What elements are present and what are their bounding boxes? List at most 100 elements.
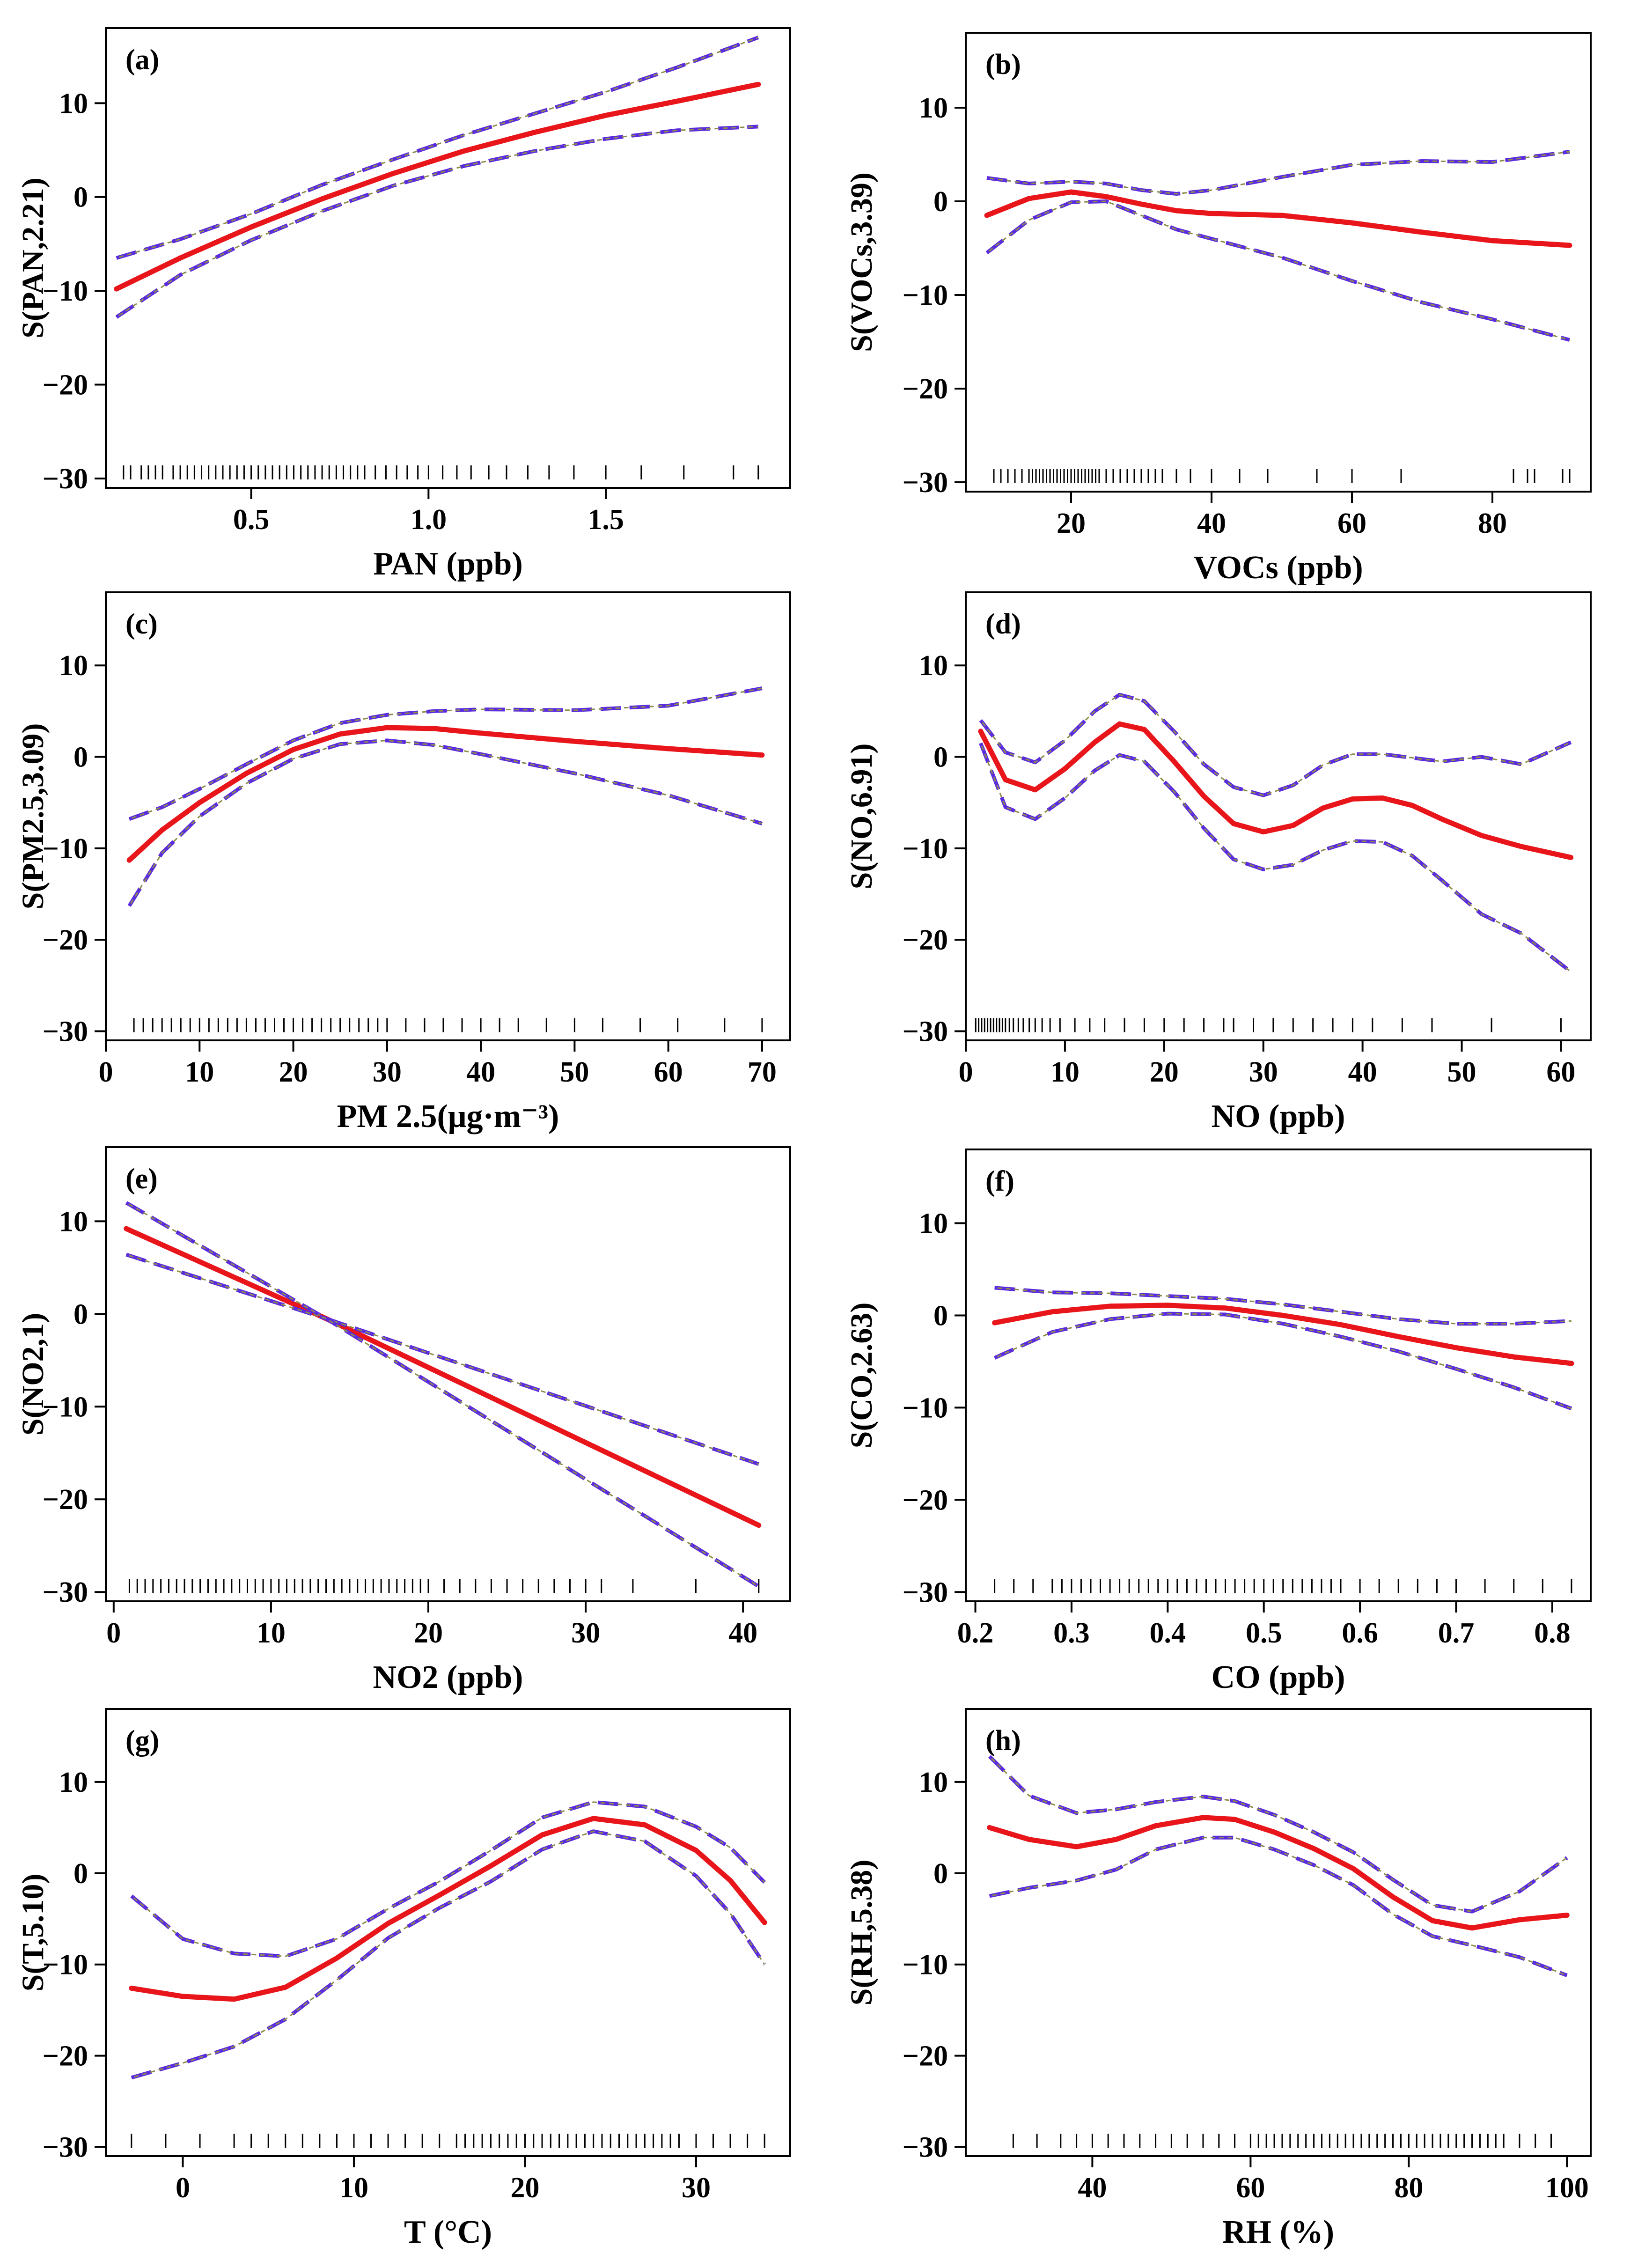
chart-panel-f: 0.2 0.3 0.4 0.5 0.6 0.7 0.8 −30 −20 −10 0 10 (f) CO (… (845, 1149, 1592, 1695)
x-tick-label: 0.5 (1246, 1617, 1282, 1649)
fit-line (984, 189, 1572, 248)
x-tick-label: 60 (1337, 508, 1366, 539)
y-tick-label: 10 (59, 1767, 88, 1798)
panel-label: (b) (985, 49, 1021, 81)
x-tick-label: 0.5 (233, 504, 270, 536)
y-tick-label: 0 (73, 1858, 88, 1890)
y-tick-label: −30 (43, 1576, 88, 1608)
fit-line (992, 1303, 1574, 1366)
ci-lower-dot-line (126, 1254, 759, 1587)
ci-upper-dot-line (986, 151, 1570, 195)
y-tick-label: −30 (43, 1016, 88, 1047)
y-tick-label: −10 (903, 1949, 948, 1981)
ci-lower-line (993, 1311, 1572, 1411)
y-tick-label: −20 (903, 924, 948, 956)
plot-frame (965, 1708, 1592, 2157)
x-tick-label: 10 (1050, 1056, 1080, 1088)
y-tick-label: 10 (919, 1767, 948, 1798)
x-tick-label: 0 (106, 1617, 121, 1649)
ci-upper-dot-line (129, 687, 763, 820)
x-axis-label: RH (%) (1222, 2214, 1334, 2250)
x-tick-label: 10 (339, 2172, 368, 2204)
x-tick-label: 20 (1057, 508, 1086, 539)
x-tick-label: 40 (1078, 2172, 1107, 2204)
x-tick-label: 80 (1394, 2172, 1423, 2204)
chart-panel-e: 0 10 20 30 40 −30 −20 −10 0 10 (e) NO2 (ppb) S(NO2,1… (16, 1146, 791, 1695)
ci-lower-dot-line (994, 1313, 1572, 1409)
x-tick-label: 10 (185, 1056, 214, 1088)
y-tick-label: −30 (903, 1016, 948, 1047)
ci-lower-dot-line (116, 125, 758, 318)
x-tick-label: 0.7 (1438, 1617, 1475, 1649)
y-tick-label: 0 (73, 1298, 88, 1330)
y-axis-label: S(T,5.10) (16, 1874, 50, 1992)
x-axis-label: NO (ppb) (1212, 1098, 1345, 1134)
ci-upper-line (125, 1201, 760, 1466)
x-tick-label: 70 (748, 1056, 777, 1088)
ci-upper-dot-line (989, 1756, 1568, 1913)
y-tick-label: −20 (903, 1484, 948, 1516)
y-axis-label: S(NO,6.91) (845, 744, 879, 890)
y-tick-label: −30 (903, 1576, 948, 1608)
x-tick-label: 20 (1150, 1056, 1179, 1088)
chart-panel-c: 0 10 20 30 40 50 60 70 −30 −20 −10 0 10 (c) PM 2.5(μg·… (16, 591, 791, 1134)
y-tick-label: −10 (43, 1391, 88, 1423)
x-axis-label: VOCs (ppb) (1193, 550, 1363, 586)
plot-frame (965, 32, 1592, 493)
ci-lower-dot-line (128, 739, 763, 906)
x-axis-label: CO (ppb) (1212, 1659, 1345, 1695)
rug-ticks (123, 465, 759, 479)
chart-panel-b: 20 40 60 80 −30 −20 −10 0 10 (b) VOCs (ppb) S(VOCs,… (845, 32, 1592, 586)
y-tick-label: 0 (73, 182, 88, 214)
ci-upper-dot-line (994, 1287, 1572, 1325)
y-tick-label: −10 (903, 280, 948, 311)
x-tick-label: 20 (279, 1056, 308, 1088)
y-tick-label: −30 (903, 467, 948, 499)
fit-line (129, 1816, 767, 2002)
fit-line (124, 1226, 762, 1528)
ci-upper-dot-line (116, 37, 759, 259)
rug-ticks (128, 1579, 760, 1593)
x-tick-label: 0.2 (957, 1617, 994, 1649)
y-tick-label: −10 (903, 833, 948, 865)
rug-ticks (993, 469, 1571, 483)
y-tick-label: −20 (43, 369, 88, 401)
x-tick-label: 40 (728, 1617, 757, 1649)
plot-frame (965, 591, 1592, 1041)
x-tick-label: 0.6 (1342, 1617, 1378, 1649)
y-tick-label: 10 (59, 1206, 88, 1237)
y-axis-label: S(CO,2.63) (845, 1303, 879, 1449)
plot-frame (965, 1149, 1592, 1602)
ci-upper-dot-line (980, 694, 1572, 796)
chart-panel-h: 40 60 80 100 −30 −20 −10 0 10 (h) RH (%) S(RH,5.38) (845, 1708, 1592, 2250)
y-tick-label: 0 (933, 186, 948, 218)
fit-line (978, 721, 1574, 860)
x-tick-label: 80 (1478, 508, 1507, 539)
y-tick-label: 10 (919, 1208, 948, 1240)
x-tick-label: 60 (1546, 1056, 1575, 1088)
y-tick-label: 10 (919, 92, 948, 124)
x-tick-label: 50 (560, 1056, 589, 1088)
ci-lower-line (125, 1252, 760, 1588)
plot-frame (105, 1146, 791, 1602)
y-axis-label: S(PAN,2.21) (16, 177, 50, 338)
ci-upper-line (986, 150, 1570, 196)
x-tick-label: 100 (1545, 2172, 1589, 2204)
ci-upper-dot-line (131, 1801, 765, 1957)
fit-line (114, 81, 761, 292)
ci-upper-line (994, 1286, 1572, 1326)
x-tick-label: 10 (257, 1617, 286, 1649)
panel-label: (f) (985, 1165, 1014, 1197)
ci-upper-line (130, 1800, 766, 1959)
rug-ticks (131, 2134, 765, 2148)
ci-lower-dot-line (986, 200, 1570, 341)
x-tick-label: 30 (1249, 1056, 1278, 1088)
y-tick-label: 0 (933, 1300, 948, 1332)
y-tick-label: −10 (43, 833, 88, 865)
x-tick-label: 20 (510, 2172, 539, 2204)
x-tick-label: 60 (654, 1056, 683, 1088)
y-tick-label: −20 (43, 924, 88, 956)
ci-lower-dot-line (131, 1830, 765, 2078)
rug-ticks (133, 1018, 763, 1032)
panel-label: (d) (985, 608, 1021, 640)
